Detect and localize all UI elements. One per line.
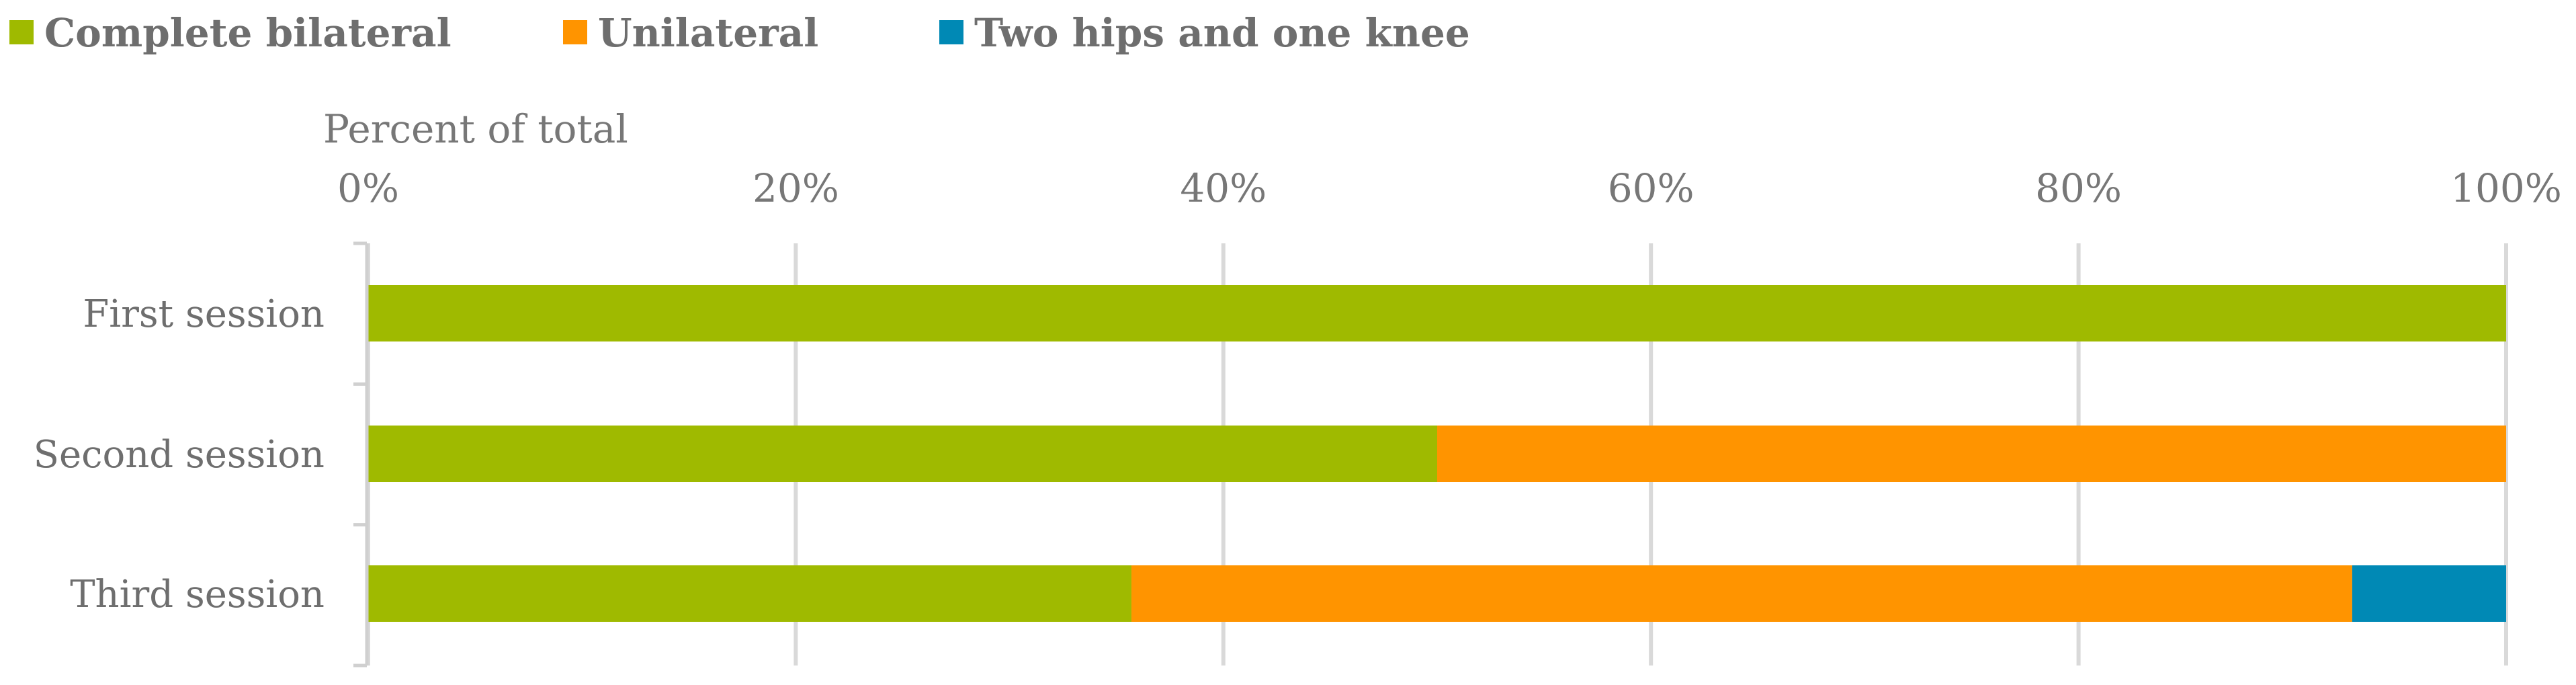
x-axis-title: Percent of total	[323, 106, 628, 152]
category-labels: First session Second session Third session	[34, 292, 325, 616]
x-tick-label: 20%	[753, 165, 839, 211]
x-tick-label: 0%	[337, 165, 399, 211]
legend-item-complete-bilateral: Complete bilateral	[9, 10, 452, 56]
bar-second-session-complete-bilateral	[368, 426, 1437, 482]
x-tick-label: 100%	[2450, 165, 2562, 211]
bar-third-session-unilateral	[1131, 565, 2352, 622]
category-label: First session	[83, 292, 325, 336]
legend-label: Complete bilateral	[44, 10, 452, 56]
bar-third-session-two-hips-and-one-knee	[2352, 565, 2506, 622]
bar-first-session-complete-bilateral	[368, 285, 2506, 341]
x-tick-label: 60%	[1608, 165, 1694, 211]
legend-swatch	[563, 20, 587, 44]
category-label: Third session	[70, 573, 325, 616]
legend-swatch	[939, 20, 963, 44]
bars	[368, 285, 2506, 622]
legend-swatch	[9, 20, 34, 44]
legend-item-two-hips-and-one-knee: Two hips and one knee	[939, 10, 1470, 56]
legend: Complete bilateral Unilateral Two hips and…	[9, 10, 1470, 56]
y-axis	[353, 241, 369, 668]
legend-item-unilateral: Unilateral	[563, 10, 818, 56]
bar-second-session-unilateral	[1437, 426, 2506, 482]
bar-third-session-complete-bilateral	[368, 565, 1131, 622]
legend-label: Unilateral	[598, 10, 818, 56]
legend-label: Two hips and one knee	[974, 10, 1470, 56]
category-label: Second session	[34, 433, 325, 477]
x-tick-label: 80%	[2035, 165, 2122, 211]
x-tick-label: 40%	[1180, 165, 1266, 211]
x-tick-labels: 0% 20% 40% 60% 80% 100%	[337, 165, 2562, 211]
